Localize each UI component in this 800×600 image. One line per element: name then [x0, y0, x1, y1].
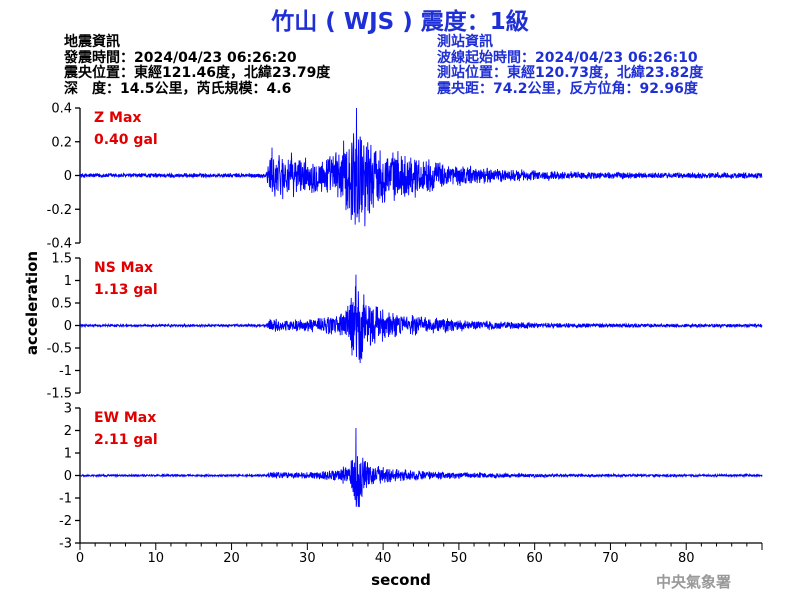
- x-tick-label: 40: [375, 551, 392, 566]
- max-label-ns: NS Max: [94, 260, 153, 276]
- x-axis: 0 10 20 30 40 50 60 70 80: [76, 542, 763, 566]
- panel-z: 0.4 0.2 0 -0.2 -0.4 Z Max 0.40 gal: [47, 102, 763, 252]
- origin-time: 發震時間：2024/04/23 06:26:20: [64, 49, 297, 66]
- y-tick-label: 1: [64, 447, 72, 462]
- depth-magnitude: 深 度：14.5公里，芮氏規模：4.6: [64, 80, 292, 97]
- max-label-z: Z Max: [94, 110, 141, 126]
- y-tick-label: -0.2: [47, 203, 72, 218]
- y-tick-label: -3: [59, 537, 72, 552]
- y-tick-label: 2: [64, 424, 72, 439]
- wave-start-time: 波線起始時間：2024/04/23 06:26:10: [437, 49, 698, 66]
- waveform-trace-ew: [79, 428, 763, 508]
- y-tick-label: -0.5: [47, 342, 72, 357]
- x-tick-label: 50: [451, 551, 468, 566]
- max-value-z: 0.40 gal: [94, 132, 158, 148]
- x-tick-label: 80: [678, 551, 695, 566]
- chart-title: 竹山 ( WJS ) 震度：1級: [271, 9, 529, 35]
- waveform-trace-ns: [79, 274, 763, 363]
- epicenter-location: 震央位置：東經121.46度，北緯23.79度: [64, 65, 331, 81]
- earthquake-info-heading: 地震資訊: [64, 34, 120, 50]
- epicentral-distance: 震央距：74.2公里，反方位角：92.96度: [437, 80, 698, 97]
- x-tick-label: 0: [76, 551, 84, 566]
- y-tick-label: -2: [59, 514, 72, 529]
- panel-ew: 3 2 1 0 -1 -2 -3 EW Max 2.11 gal: [59, 402, 763, 552]
- x-tick-label: 60: [526, 551, 543, 566]
- y-tick-label: 3: [64, 402, 72, 417]
- y-tick-label: 0.2: [51, 135, 72, 150]
- x-tick-label: 30: [299, 551, 316, 566]
- x-tick-label: 70: [602, 551, 619, 566]
- x-tick-label: 20: [223, 551, 240, 566]
- y-tick-label: -1: [59, 492, 72, 507]
- y-tick-label: 0: [64, 469, 72, 484]
- station-info-heading: 測站資訊: [437, 34, 493, 50]
- panel-ns: 1.5 1 0.5 0 -0.5 -1 -1.5 NS Max 1.13 gal: [47, 252, 763, 402]
- panels-group: 0.4 0.2 0 -0.2 -0.4 Z Max 0.40 gal 1.5 1 0.5 0 -0.5…: [47, 102, 763, 566]
- y-tick-label: -1: [59, 364, 72, 379]
- earthquake-info: 地震資訊 發震時間：2024/04/23 06:26:20 震央位置：東經121…: [64, 34, 331, 97]
- station-info: 測站資訊 波線起始時間：2024/04/23 06:26:10 測站位置：東經1…: [437, 34, 704, 97]
- x-axis-label: second: [371, 571, 431, 589]
- y-tick-label: 1.5: [51, 252, 72, 267]
- agency-credit: 中央氣象署: [656, 573, 732, 591]
- max-value-ew: 2.11 gal: [94, 432, 158, 448]
- max-label-ew: EW Max: [94, 410, 156, 426]
- y-tick-label: 0: [64, 319, 72, 334]
- y-tick-label: -1.5: [47, 387, 72, 402]
- waveform-trace-z: [79, 107, 763, 227]
- y-tick-label: 0.4: [51, 102, 72, 117]
- y-axis-label: acceleration: [23, 251, 41, 355]
- y-tick-label: -0.4: [47, 237, 72, 252]
- y-tick-label: 1: [64, 274, 72, 289]
- station-location: 測站位置：東經120.73度，北緯23.82度: [437, 65, 704, 81]
- y-tick-label: 0: [64, 169, 72, 184]
- x-tick-label: 10: [148, 551, 165, 566]
- y-tick-label: 0.5: [51, 297, 72, 312]
- max-value-ns: 1.13 gal: [94, 282, 158, 298]
